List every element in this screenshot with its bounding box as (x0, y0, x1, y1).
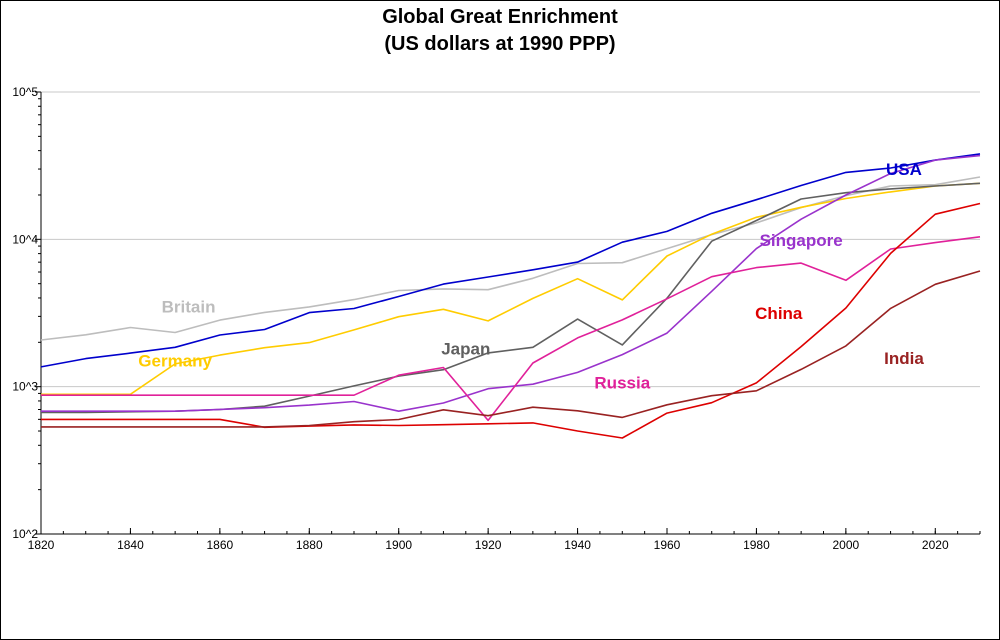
x-tick-label: 1940 (564, 538, 591, 552)
y-tick-label: 10^2 (12, 527, 38, 541)
x-tick-label: 1920 (475, 538, 502, 552)
y-tick-label: 10^4 (12, 232, 38, 246)
series-labels: Britain USA Germany Japan Singapore Russia Chi… (138, 160, 924, 392)
y-tick-label: 10^3 (12, 380, 38, 394)
series-label-usa: USA (886, 160, 922, 179)
series-line-india (41, 270, 981, 428)
x-tick-label: 1900 (385, 538, 412, 552)
series-label-britain: Britain (162, 298, 216, 317)
series-line-singapore (41, 154, 981, 413)
x-tick-label: 1880 (296, 538, 323, 552)
x-tick-label: 1980 (743, 538, 770, 552)
x-tick-label: 1840 (117, 538, 144, 552)
y-tick-label: 10^5 (12, 85, 38, 99)
x-tick-label: 2000 (833, 538, 860, 552)
series-label-japan: Japan (441, 339, 490, 358)
x-tick-label: 1820 (28, 538, 55, 552)
series-line-russia (41, 236, 981, 422)
series-label-russia: Russia (594, 373, 650, 392)
series-lines (40, 153, 981, 439)
axes: 10^2 10^3 10^4 10^5 1820 1840 1860 1880 1900 1920… (12, 85, 981, 552)
series-label-germany: Germany (138, 352, 212, 371)
x-tick-label: 1960 (654, 538, 681, 552)
chart-title: Global Great Enrichment (382, 6, 618, 28)
x-tick-label: 2020 (922, 538, 949, 552)
chart-subtitle: (US dollars at 1990 PPP) (384, 33, 616, 55)
series-line-britain (40, 176, 981, 341)
series-label-india: India (884, 349, 924, 368)
series-line-germany (41, 182, 981, 396)
series-line-usa (40, 153, 981, 368)
series-label-china: China (755, 304, 803, 323)
series-label-singapore: Singapore (760, 231, 843, 250)
x-tick-label: 1860 (207, 538, 234, 552)
